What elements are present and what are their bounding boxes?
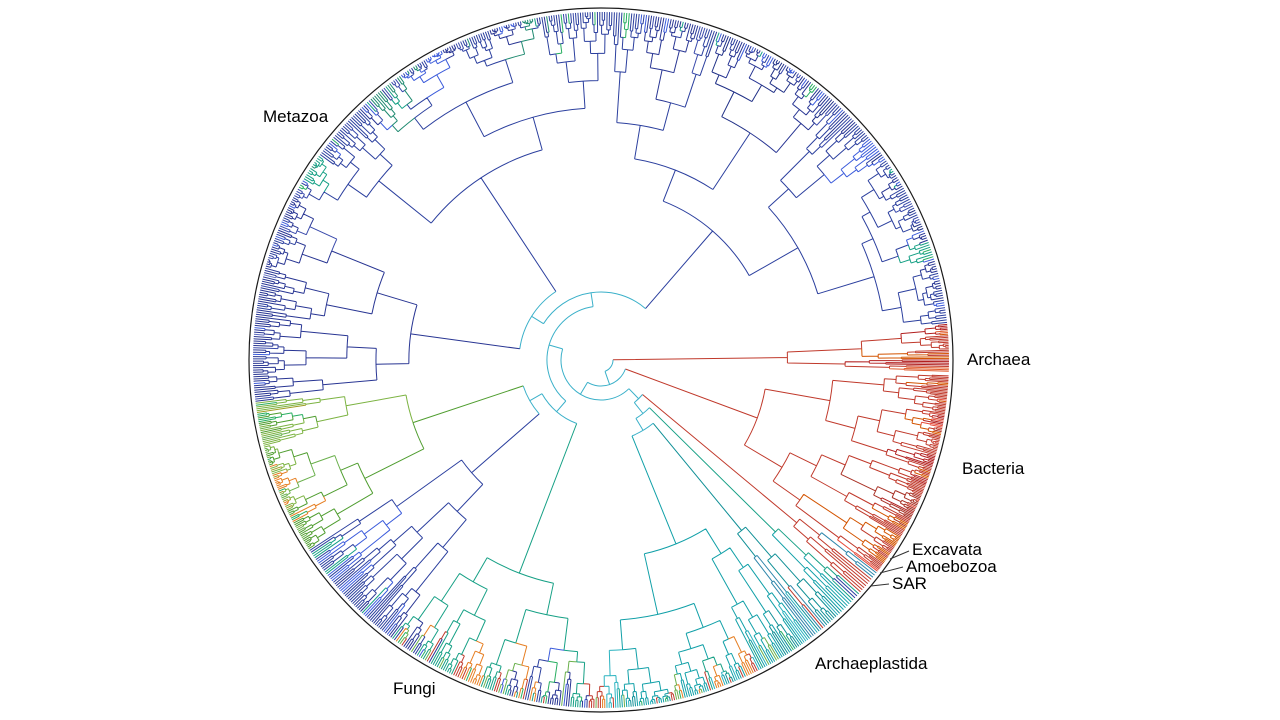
- clade-label-metazoa: Metazoa: [263, 107, 329, 126]
- branch-path: [921, 411, 945, 446]
- branch-path: [844, 323, 950, 514]
- branch-path: [253, 13, 946, 400]
- branch-path: [252, 12, 944, 708]
- clade-label-sar: SAR: [892, 574, 927, 593]
- branch-path: [679, 21, 924, 232]
- clade-label-amoebozoa: Amoebozoa: [906, 557, 997, 576]
- branch-path: [259, 425, 779, 709]
- tree-outer-ring: [248, 7, 954, 713]
- branch-path: [799, 333, 950, 564]
- branch-path: [840, 428, 942, 528]
- branch-path: [303, 18, 933, 708]
- clade-label-excavata: Excavata: [912, 540, 982, 559]
- clade-label-archaea: Archaea: [967, 350, 1031, 369]
- sar-pointer-line: [870, 583, 890, 587]
- branch-path: [753, 532, 877, 638]
- branch-path: [255, 394, 414, 529]
- branch-path: [256, 404, 307, 509]
- branch-path: [627, 422, 841, 707]
- branch-path: [519, 291, 654, 437]
- clade-label-bacteria: Bacteria: [962, 459, 1025, 478]
- branch-path: [255, 12, 934, 706]
- branch-path: [253, 11, 948, 703]
- branch-path: [269, 463, 754, 709]
- branch-path: [619, 435, 852, 708]
- amoebozoa-pointer-line: [879, 566, 904, 574]
- label-pointer-lines: [870, 550, 910, 587]
- branch-path: [253, 274, 277, 336]
- clade-label-archaeplastida: Archaeplastida: [815, 654, 928, 673]
- excavata-pointer-line: [889, 550, 910, 560]
- branch-path: [603, 591, 839, 708]
- branch-path: [311, 16, 550, 169]
- clade-label-fungi: Fungi: [393, 679, 436, 698]
- branch-path: [252, 14, 945, 708]
- branch-path: [401, 335, 949, 709]
- tree-branches: [252, 11, 950, 709]
- branch-path: [257, 385, 524, 550]
